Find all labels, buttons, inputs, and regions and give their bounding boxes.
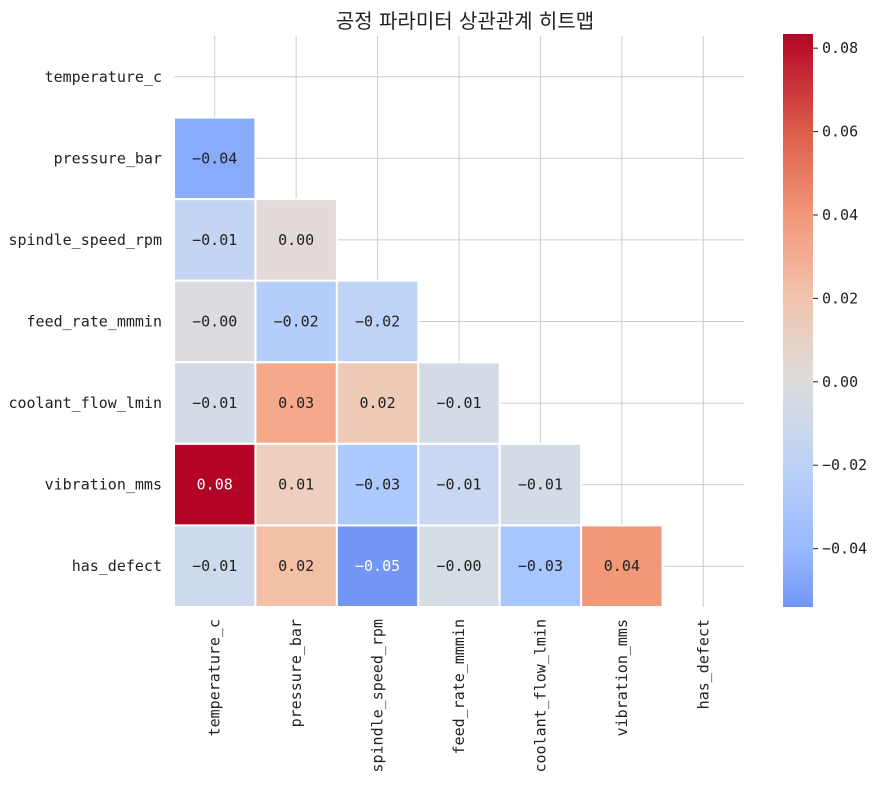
cell-value-label: −0.00 xyxy=(192,313,237,331)
cell-value-label: 0.00 xyxy=(278,231,314,249)
x-tick-label: spindle_speed_rpm xyxy=(369,619,387,773)
cell-value-label: −0.00 xyxy=(436,557,481,575)
cell-value-label: −0.02 xyxy=(355,313,400,331)
colorbar-tick-label: −0.04 xyxy=(822,540,867,558)
cell-value-label: 0.03 xyxy=(278,394,314,412)
heatmap-cell xyxy=(417,361,501,445)
cell-value-label: −0.01 xyxy=(436,394,481,412)
y-tick-label: spindle_speed_rpm xyxy=(8,231,162,249)
y-tick-label: pressure_bar xyxy=(54,149,162,167)
colorbar-tick-label: 0.04 xyxy=(822,206,858,224)
cell-value-label: 0.04 xyxy=(604,557,640,575)
cell-value-label: −0.01 xyxy=(192,557,237,575)
colorbar-tick-label: −0.02 xyxy=(822,456,867,474)
chart-title: 공정 파라미터 상관관계 히트맵 xyxy=(336,9,594,33)
x-tick-label: temperature_c xyxy=(206,619,224,736)
heatmap-cell xyxy=(254,442,338,527)
heatmap-cell xyxy=(498,442,583,527)
x-tick-label: pressure_bar xyxy=(287,619,305,727)
heatmap-cell xyxy=(254,361,338,445)
cell-value-label: −0.01 xyxy=(436,476,481,494)
x-tick-label: feed_rate_mmmin xyxy=(450,619,468,754)
colorbar-tick-label: 0.00 xyxy=(822,373,858,391)
y-axis-labels: temperature_c pressure_bar spindle_speed_r… xyxy=(8,68,162,575)
heatmap-cells: −0.04 −0.01 0.00 −0.00 −0.02 −0.02 −0.01 0.03 0.… xyxy=(173,116,664,609)
heatmap-cell xyxy=(254,198,338,282)
heatmap-cell xyxy=(498,524,583,609)
y-tick-label: vibration_mms xyxy=(45,476,162,494)
colorbar-tick-label: 0.08 xyxy=(822,39,858,57)
y-tick-label: feed_rate_mmmin xyxy=(27,313,162,331)
y-tick-label: temperature_c xyxy=(45,68,162,86)
heatmap-cell xyxy=(335,279,420,364)
cell-value-label: 0.02 xyxy=(278,557,314,575)
heatmap-cell xyxy=(173,442,257,527)
cell-value-label: −0.05 xyxy=(355,557,400,575)
cell-value-label: −0.03 xyxy=(518,557,563,575)
heatmap-cell xyxy=(173,361,257,445)
heatmap-cell xyxy=(335,524,420,609)
y-tick-label: coolant_flow_lmin xyxy=(8,394,162,412)
y-tick-label: has_defect xyxy=(72,557,162,575)
x-tick-label: coolant_flow_lmin xyxy=(531,619,549,773)
cell-value-label: −0.01 xyxy=(192,231,237,249)
cell-value-label: 0.08 xyxy=(197,476,233,494)
colorbar-gradient xyxy=(783,34,813,607)
heatmap-cell xyxy=(173,524,257,609)
colorbar: −0.04 −0.02 0.00 0.02 0.04 0.06 0.08 xyxy=(783,34,867,607)
cell-value-label: −0.03 xyxy=(355,476,400,494)
x-tick-label: vibration_mms xyxy=(613,619,631,736)
colorbar-tick-label: 0.02 xyxy=(822,289,858,307)
cell-value-label: −0.01 xyxy=(192,394,237,412)
x-tick-label: has_defect xyxy=(694,619,712,709)
heatmap-cell xyxy=(254,524,338,609)
cell-value-label: −0.02 xyxy=(274,313,319,331)
cell-value-label: 0.01 xyxy=(278,476,314,494)
cell-value-label: 0.02 xyxy=(360,394,396,412)
cell-value-label: −0.04 xyxy=(192,149,237,167)
heatmap-cell xyxy=(580,524,664,609)
cell-value-label: −0.01 xyxy=(518,476,563,494)
colorbar-tick-label: 0.06 xyxy=(822,123,858,141)
x-axis-labels: temperature_c pressure_bar spindle_speed_r… xyxy=(206,619,713,773)
